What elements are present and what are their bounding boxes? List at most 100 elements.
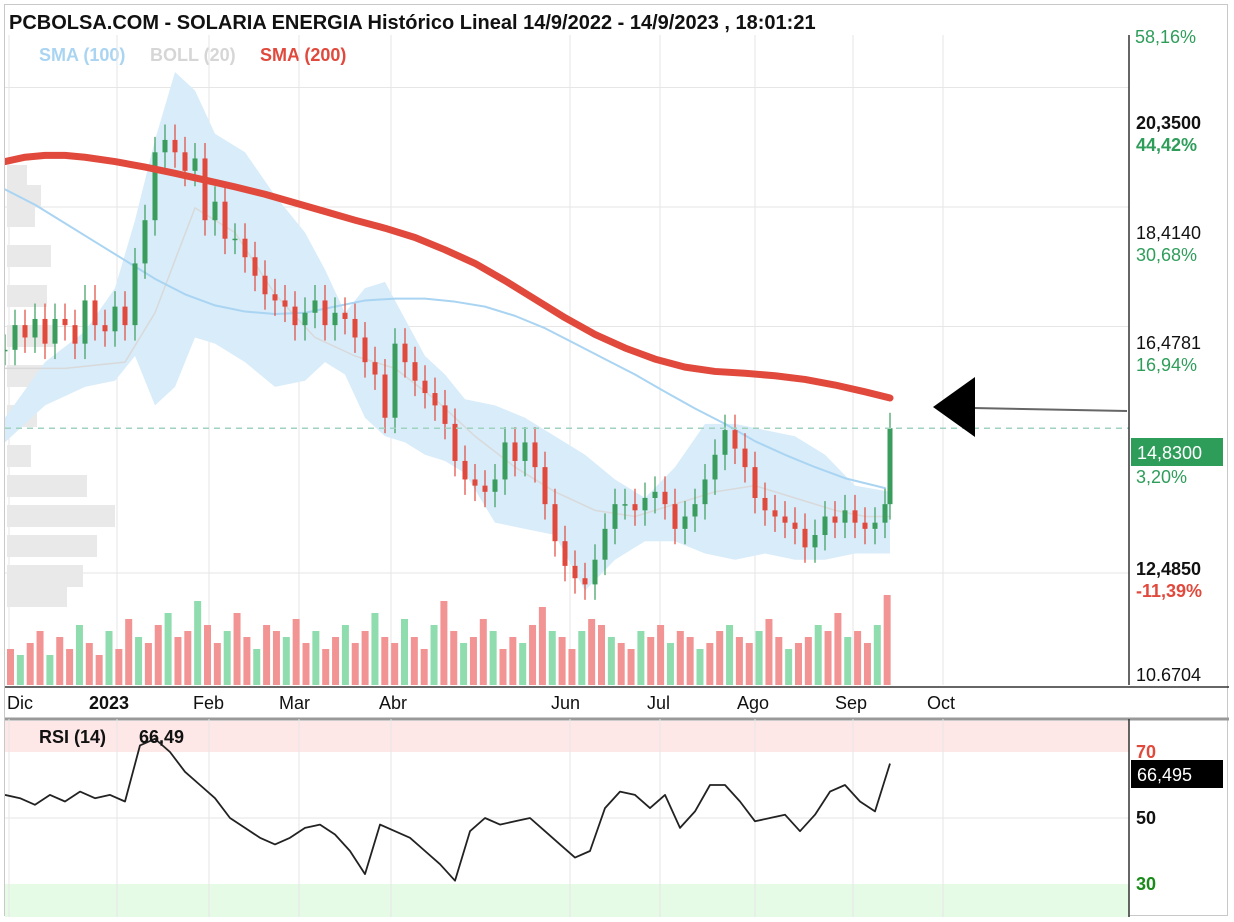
volume-bar (410, 637, 418, 685)
x-axis: Dic 2023 Feb Mar Abr Jun Jul Ago Sep Oct (5, 686, 1229, 713)
volume-bar (854, 631, 862, 685)
volume-bar (548, 631, 556, 685)
volume-bar (666, 643, 674, 685)
candle-body (887, 428, 893, 505)
x-tick-label: Oct (927, 693, 955, 713)
last-price-label: 14,8300 (1137, 443, 1202, 463)
volume-panel (7, 595, 891, 685)
chart-title: PCBOLSA.COM - SOLARIA ENERGIA Histórico … (9, 12, 816, 34)
candle-body (802, 528, 808, 548)
volume-profile-bar (7, 185, 41, 207)
volume-bar (332, 637, 340, 685)
candle-body (42, 318, 48, 344)
sma100-line (5, 188, 886, 490)
volume-bar (351, 643, 359, 685)
candle-body (322, 300, 328, 326)
candle-body (622, 504, 628, 506)
candle-body (792, 522, 798, 529)
candle-body (122, 306, 128, 326)
candle-body (882, 504, 888, 523)
volume-bar (341, 625, 349, 685)
candle-body (492, 479, 498, 492)
candle-body (542, 467, 548, 505)
candle-body (582, 578, 588, 585)
volume-bar (401, 619, 408, 685)
rsi-value-badge (1131, 760, 1223, 788)
y-tick-pct: 44,42% (1136, 135, 1197, 155)
legend-sma200: SMA (200) (260, 45, 346, 65)
y-tick-pct: 16,94% (1136, 355, 1197, 375)
rsi-level-label: 50 (1136, 808, 1156, 828)
candle-body (612, 504, 618, 529)
volume-bar (361, 631, 369, 685)
rsi-oversold-zone (5, 884, 1129, 917)
x-tick-label: Mar (279, 693, 310, 713)
candle-body (12, 325, 18, 350)
candle-body (242, 238, 248, 258)
volume-profile-bar (7, 565, 83, 587)
candle-body (102, 325, 108, 332)
volume-bar (844, 637, 852, 685)
volume-bar (814, 625, 822, 685)
candle-body (732, 430, 738, 449)
candle-body (182, 152, 188, 171)
volume-bar (479, 619, 487, 685)
candle-body (82, 300, 88, 344)
volume-bar (607, 637, 615, 685)
volume-bar (371, 613, 379, 685)
volume-bar (745, 643, 753, 685)
rsi-line (5, 737, 891, 882)
volume-bar (420, 649, 428, 685)
candle-body (292, 306, 298, 326)
candle-body (5, 349, 8, 352)
candle-body (852, 510, 858, 523)
candle-body (422, 380, 428, 394)
volume-bar (66, 649, 74, 685)
candle-body (862, 522, 868, 529)
candle-body (22, 325, 28, 338)
candle-body (702, 479, 708, 505)
volume-profile-bar (7, 505, 115, 527)
candle-body (602, 528, 608, 560)
candle-body (72, 325, 78, 344)
volume-bar (440, 601, 448, 685)
volume-bar (302, 643, 310, 685)
candle-body (772, 510, 778, 517)
volume-bar (469, 637, 477, 685)
volume-bar (391, 643, 399, 685)
candle-body (642, 497, 648, 511)
y-tick-label: 12,4850 (1136, 559, 1201, 579)
volume-bar (263, 625, 271, 685)
last-price-badge (1131, 438, 1223, 466)
volume-bar (627, 649, 635, 685)
candle-body (872, 522, 878, 529)
candle-body (712, 454, 718, 480)
volume-bar (696, 649, 704, 685)
rsi-legend-value: 66,49 (139, 727, 184, 747)
candle-body (112, 306, 118, 332)
candle-body (442, 405, 448, 424)
volume-bar (676, 631, 684, 685)
y-tick-label: 20,3500 (1136, 113, 1201, 133)
volume-profile-bar (7, 535, 97, 557)
candle-body (682, 516, 688, 529)
candle-body (372, 362, 378, 375)
volume-bar (588, 619, 596, 685)
volume-bar (519, 643, 527, 685)
volume-bar (36, 631, 44, 685)
candle-body (482, 485, 488, 492)
candle-body (172, 139, 178, 153)
volume-bar (578, 631, 586, 685)
candle-body (572, 565, 578, 579)
volume-bar (873, 625, 881, 685)
volume-bar (282, 637, 290, 685)
volume-bar (46, 655, 54, 685)
candle-body (832, 516, 838, 523)
volume-bar (735, 637, 743, 685)
volume-bar (253, 649, 261, 685)
candle-body (32, 318, 38, 338)
candle-body (432, 393, 438, 406)
volume-bar (834, 613, 842, 685)
candle-body (452, 423, 458, 461)
candle-body (562, 541, 568, 566)
